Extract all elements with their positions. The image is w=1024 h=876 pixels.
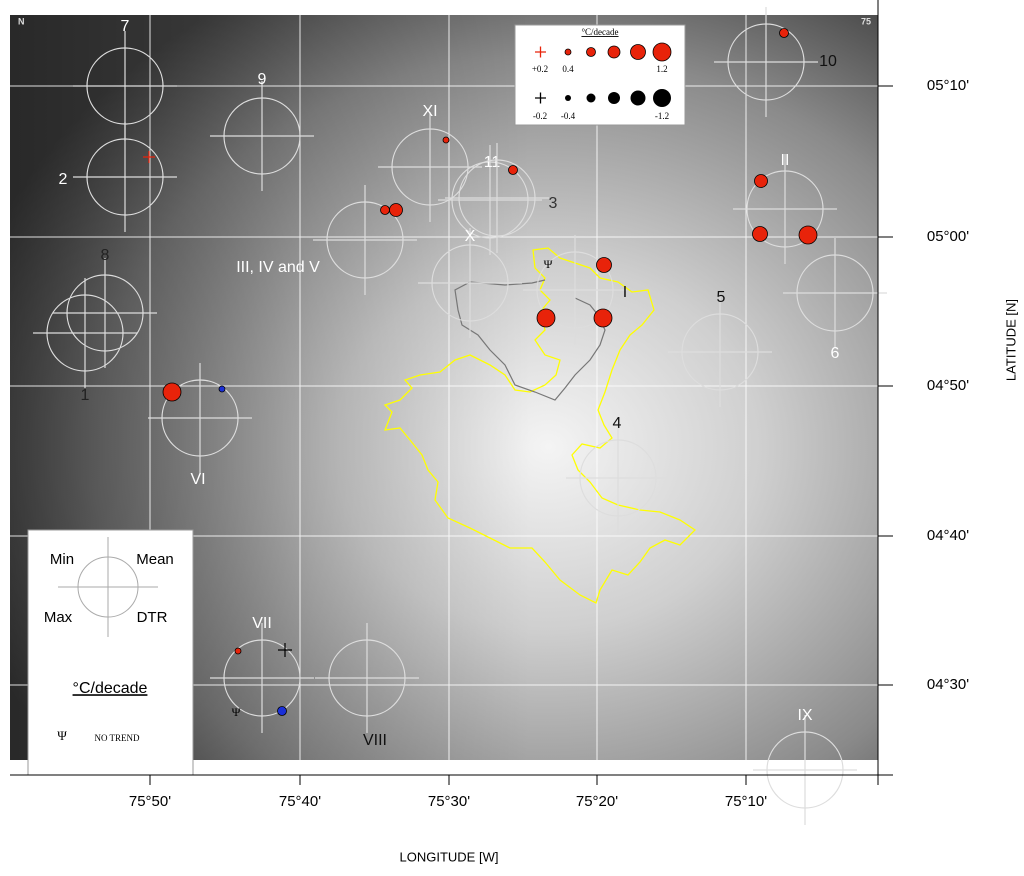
legend-label: -0.4	[561, 111, 576, 121]
x-axis-label: LONGITUDE [W]	[400, 849, 499, 864]
station-label: 10	[819, 53, 837, 70]
y-tick-label: 04°40'	[927, 527, 969, 544]
x-tick-label: 75°10'	[725, 793, 767, 810]
y-tick-label: 04°30'	[927, 676, 969, 693]
station-label: 8	[101, 247, 110, 264]
station-label: XI	[422, 103, 437, 120]
x-tick-label: 75°40'	[279, 793, 321, 810]
station-label: 9	[258, 71, 267, 88]
legend-label: +0.2	[532, 64, 548, 74]
legend-label: -0.2	[533, 111, 547, 121]
legend-title: °C/decade	[581, 27, 618, 37]
station-label: 7	[121, 18, 130, 35]
station-label: I	[623, 284, 627, 301]
key-symbol: Ψ	[57, 728, 67, 743]
station-label: III, IV and V	[236, 259, 320, 276]
key-legend: Min Mean Max DTR °C/decade Ψ NO TREND	[28, 530, 193, 775]
station-label: 3	[549, 195, 558, 212]
station-label: II	[781, 152, 790, 169]
no-trend-symbol: Ψ	[232, 705, 241, 719]
key-label: NO TREND	[94, 733, 140, 743]
y-axis-label: LATITUDE [N]	[1003, 299, 1018, 381]
key-label: DTR	[137, 609, 168, 626]
station-label: 1	[81, 387, 90, 404]
corner-label: N	[18, 16, 25, 26]
station-label: IX	[797, 707, 812, 724]
station-label: X	[465, 228, 476, 245]
legend-label: -1.2	[655, 111, 669, 121]
station-label: 2	[59, 171, 68, 188]
station-label: 4	[613, 415, 622, 432]
x-tick-label: 75°50'	[129, 793, 171, 810]
legend-label: 1.2	[656, 64, 667, 74]
corner-label: 75	[861, 16, 871, 26]
x-tick-label: 75°20'	[576, 793, 618, 810]
map-figure: 7 9 2 XI 11 3 III, IV and V X 8 1 I 5 6 II 10 VI 4 VII VII…	[0, 0, 1024, 871]
y-tick-label: 05°00'	[927, 228, 969, 245]
station-label: 6	[831, 345, 840, 362]
station-label: 11	[484, 154, 501, 171]
key-label: Max	[44, 609, 73, 626]
no-trend-symbol: Ψ	[544, 257, 553, 271]
key-label: Mean	[136, 551, 174, 568]
key-unit: °C/decade	[73, 680, 148, 697]
station-label: VII	[252, 615, 272, 632]
legend-label: 0.4	[562, 64, 574, 74]
y-tick-label: 04°50'	[927, 377, 969, 394]
y-tick-label: 05°10'	[927, 77, 969, 94]
station-label: VIII	[363, 732, 387, 749]
x-tick-label: 75°30'	[428, 793, 470, 810]
station-label: 5	[717, 289, 726, 306]
trend-legend: °C/decade +0.2 0.4 1.2 -0.2 -0.4 -1.2	[515, 25, 685, 125]
station-label: VI	[190, 471, 205, 488]
key-label: Min	[50, 551, 74, 568]
